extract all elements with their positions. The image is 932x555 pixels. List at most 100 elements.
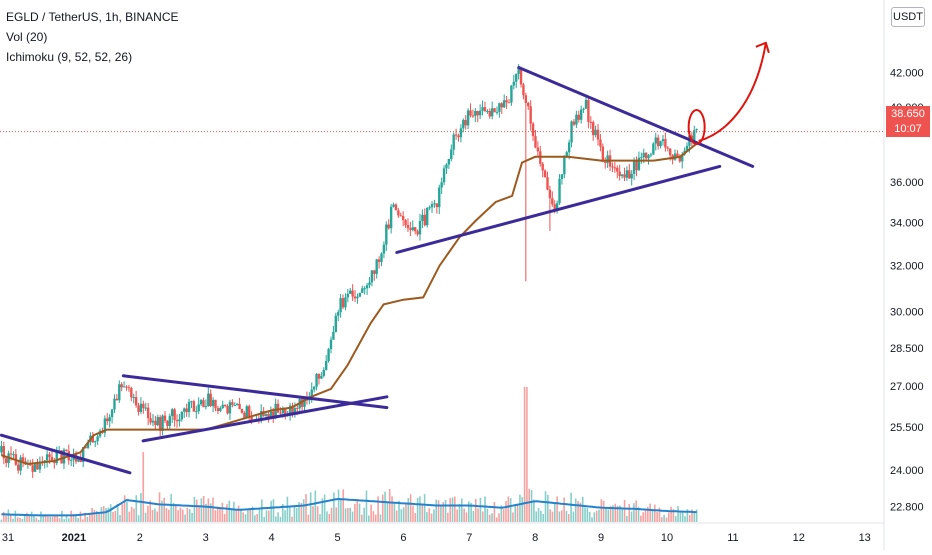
candle-body bbox=[421, 214, 424, 221]
time-tick-label: 11 bbox=[727, 532, 738, 544]
ichimoku-indicator-label[interactable]: Ichimoku (9, 52, 52, 26) bbox=[6, 50, 133, 64]
volume-bar bbox=[428, 508, 431, 522]
candle-body bbox=[2, 446, 6, 459]
candle-body bbox=[50, 456, 54, 462]
candle-body bbox=[476, 110, 479, 116]
candle-body bbox=[635, 161, 638, 171]
price-tick-label: 27.000 bbox=[890, 381, 924, 393]
volume-bar bbox=[500, 505, 503, 522]
candle-body bbox=[337, 312, 340, 316]
volume-indicator-label[interactable]: Vol (20) bbox=[6, 30, 48, 44]
volume-bar bbox=[295, 508, 298, 522]
candle-body bbox=[466, 110, 470, 126]
candle-body bbox=[519, 68, 523, 85]
volume-bar bbox=[588, 511, 591, 522]
volume-bar bbox=[465, 512, 468, 522]
volume-bar bbox=[81, 519, 84, 522]
volume-bar bbox=[35, 517, 38, 522]
candle-body bbox=[527, 102, 530, 107]
volume-bar bbox=[530, 490, 533, 522]
volume-bar bbox=[9, 514, 12, 522]
volume-bar bbox=[572, 511, 575, 522]
candle-body bbox=[178, 419, 181, 422]
volume-bar bbox=[667, 512, 670, 522]
annotation-arrowhead bbox=[755, 41, 770, 54]
candle-body bbox=[690, 135, 694, 142]
volume-bar bbox=[126, 501, 128, 522]
candle-body bbox=[137, 405, 140, 412]
price-tick-label: 22.800 bbox=[890, 501, 924, 513]
currency-button[interactable]: USDT bbox=[891, 7, 925, 27]
candle-body bbox=[120, 384, 123, 388]
candle-body bbox=[447, 158, 451, 165]
candle-body bbox=[166, 420, 169, 426]
candle-body bbox=[606, 155, 609, 163]
volume-bar bbox=[333, 492, 335, 522]
candle-body bbox=[594, 129, 597, 136]
candle-body bbox=[197, 404, 200, 412]
candle-body bbox=[640, 157, 643, 159]
volume-bar bbox=[265, 510, 268, 522]
volume-bar bbox=[672, 509, 675, 522]
candle-body bbox=[134, 397, 138, 406]
volume-bar bbox=[523, 387, 526, 522]
candle-body bbox=[361, 288, 364, 293]
candle-body bbox=[339, 298, 342, 313]
volume-bar bbox=[105, 508, 107, 522]
volume-bar bbox=[321, 498, 324, 522]
volume-bar bbox=[130, 506, 133, 522]
symbol-title[interactable]: EGLD / TetherUS, 1h, BINANCE bbox=[6, 10, 179, 24]
volume-bar bbox=[70, 510, 72, 522]
candle-body bbox=[344, 297, 347, 308]
volume-bar bbox=[398, 500, 400, 522]
candle-body bbox=[560, 174, 564, 179]
candle-body bbox=[397, 210, 400, 216]
candle-body bbox=[404, 220, 407, 226]
time-tick-label: 31 bbox=[2, 532, 14, 544]
candle-body bbox=[459, 128, 463, 138]
candle-body bbox=[115, 398, 119, 401]
candle-body bbox=[392, 204, 395, 207]
volume-bar bbox=[165, 508, 168, 522]
volume-bar bbox=[654, 504, 656, 522]
candle-body bbox=[267, 414, 270, 418]
trendline-wedge-bottom-2 bbox=[141, 395, 389, 443]
volume-bar bbox=[309, 492, 312, 522]
volume-bar bbox=[621, 507, 624, 522]
candle-body bbox=[613, 167, 617, 169]
candle-body bbox=[548, 189, 552, 199]
volume-bar bbox=[507, 496, 510, 522]
candle-body bbox=[490, 108, 494, 117]
candle-body bbox=[315, 373, 318, 387]
volume-bar bbox=[635, 500, 637, 522]
volume-bar bbox=[600, 499, 603, 522]
candle-body bbox=[611, 166, 614, 168]
candle-body bbox=[312, 386, 316, 390]
candle-body bbox=[486, 110, 489, 112]
candle-body bbox=[582, 108, 585, 110]
volume-bar bbox=[47, 516, 49, 522]
volume-bar bbox=[235, 510, 238, 522]
volume-bar bbox=[419, 496, 421, 522]
volume-bar bbox=[286, 496, 289, 522]
candle-body bbox=[21, 457, 25, 462]
candle-body bbox=[589, 121, 593, 123]
volume-bar bbox=[188, 509, 191, 522]
volume-bar bbox=[679, 511, 682, 522]
volume-bar bbox=[433, 509, 435, 522]
volume-bar bbox=[140, 492, 142, 522]
volume-bar bbox=[237, 505, 240, 522]
candle-body bbox=[334, 315, 338, 332]
candle-body bbox=[231, 402, 234, 406]
candle-body bbox=[433, 203, 436, 205]
candle-body bbox=[428, 207, 431, 209]
candle-body bbox=[250, 416, 253, 421]
candle-body bbox=[156, 417, 159, 426]
candle-body bbox=[144, 407, 147, 409]
volume-bar bbox=[544, 491, 547, 522]
candle-body bbox=[515, 73, 518, 82]
candle-body bbox=[572, 121, 576, 125]
candle-body bbox=[161, 415, 164, 431]
